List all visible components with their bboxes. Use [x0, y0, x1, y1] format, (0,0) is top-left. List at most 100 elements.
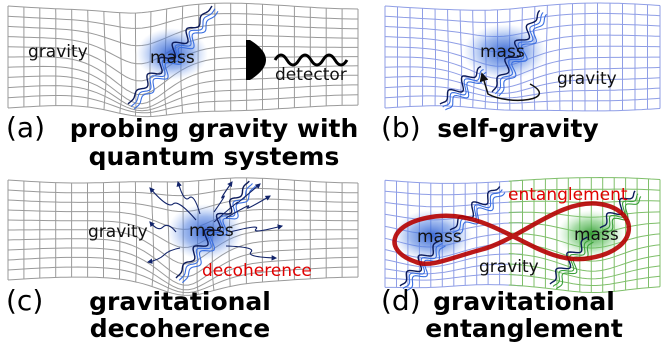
grid-line [7, 94, 359, 114]
wave-line [439, 65, 482, 105]
grid-line [103, 11, 107, 110]
grid-line [508, 176, 661, 182]
grid-line [384, 273, 523, 281]
mass-label-d-right: mass [574, 225, 619, 245]
grid-line [384, 200, 523, 208]
wave-line [127, 5, 213, 105]
grid-line [384, 75, 661, 94]
panel-c: gravity mass decoherence (c) gravitation… [6, 177, 359, 343]
wave-line [454, 192, 506, 237]
caption-d-line2: entanglement [425, 314, 623, 343]
grid-line [7, 74, 359, 109]
decoherence-ray [229, 224, 284, 233]
gravity-label-a: gravity [28, 42, 88, 62]
caption-c-line2: decoherence [90, 314, 270, 343]
grid-line [7, 256, 359, 291]
mass-label-d-left: mass [417, 227, 462, 247]
detector-icon [246, 40, 349, 80]
grid-line [7, 2, 359, 14]
wave-line [133, 10, 219, 110]
decoherence-ray [149, 221, 177, 233]
detector-label: detector [275, 65, 347, 85]
grid-line [508, 253, 661, 272]
decoherence-ray [225, 245, 278, 261]
decoherence-rays [146, 180, 284, 264]
mass-cloud-d-right [557, 210, 625, 258]
caption-a-line2: quantum systems [89, 142, 340, 171]
grid-line [7, 84, 358, 112]
decoherence-ray [225, 195, 271, 219]
decoherence-ray [213, 183, 261, 223]
wave-line [452, 189, 503, 234]
wave-line [449, 186, 501, 231]
grid-line [384, 105, 661, 112]
grid-line [7, 247, 359, 286]
decoherence-ray [176, 180, 201, 215]
grid-line [384, 2, 661, 11]
mass-cloud-c [167, 204, 243, 260]
mass-label-b: mass [480, 42, 525, 62]
wave-line [130, 8, 216, 107]
mass-cloud-b [463, 24, 547, 80]
wave-line [181, 185, 257, 284]
decoherence-ray [213, 181, 233, 213]
grid-line [87, 10, 90, 108]
decoherence-ray [146, 247, 181, 264]
wave-line [498, 14, 548, 97]
gravity-label-d: gravity [479, 257, 539, 277]
wave-line [405, 245, 446, 292]
wave-packet-b [439, 9, 548, 111]
caption-b-line1: self-gravity [437, 114, 598, 143]
grid-line [7, 13, 358, 29]
wave-line [402, 242, 443, 290]
grid-line [434, 8, 436, 106]
mass-label-c: mass [189, 221, 234, 241]
panel-letter-a: (a) [6, 111, 45, 144]
grid-line [508, 284, 661, 293]
wave-line [491, 9, 541, 93]
mass-cloud-a [136, 28, 208, 80]
decoherence-label: decoherence [202, 261, 312, 281]
grid-line [7, 104, 359, 118]
grid-line [508, 188, 661, 193]
panel-letter-c: (c) [6, 284, 43, 317]
panel-letter-d: (d) [381, 284, 421, 317]
gravity-label-b: gravity [557, 69, 617, 89]
entanglement-label: entanglement [508, 185, 628, 205]
caption-c-line1: gravitational [89, 287, 271, 316]
grid-line [385, 284, 523, 289]
self-gravity-arrow [479, 72, 540, 102]
wave-packet-a [127, 5, 219, 110]
caption-a-line1: probing gravity with [70, 114, 359, 143]
panel-letter-b: (b) [381, 111, 421, 144]
panel-d: entanglement mass mass gravity (d) gravi… [381, 176, 661, 343]
grid-line [384, 179, 523, 184]
grid-line [7, 65, 359, 105]
entanglement-loop [392, 201, 631, 267]
grid-line [384, 66, 661, 88]
grid-line [7, 266, 359, 294]
grid-line [384, 12, 661, 24]
wave-line [495, 12, 544, 95]
grid-line [508, 263, 661, 280]
grid-line [7, 276, 358, 296]
decoherence-ray [149, 187, 197, 221]
caption-d-line1: gravitational [433, 287, 615, 316]
grid-line [384, 85, 661, 99]
grid-line [508, 273, 661, 286]
grid-line [558, 4, 561, 111]
wave-line [552, 238, 591, 287]
grid-line [7, 177, 359, 184]
grid-line [384, 253, 523, 268]
gravity-label-c: gravity [88, 222, 148, 242]
grid-line [119, 12, 123, 114]
wave-line [175, 180, 250, 279]
panel-b: mass gravity (b) self-gravity [381, 2, 661, 144]
grid-line [384, 263, 523, 275]
wave-line [555, 241, 594, 290]
wave-line [442, 68, 484, 108]
panel-a: gravity mass detector (a) probing gravit… [6, 2, 359, 171]
grid-line [384, 95, 661, 104]
grid-line [545, 5, 548, 111]
